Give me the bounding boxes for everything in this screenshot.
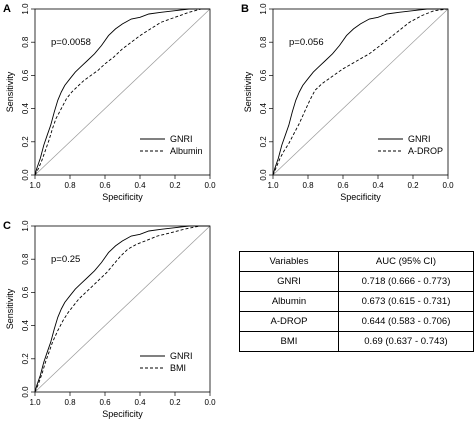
roc-curve-gnri: [272, 8, 448, 176]
x-axis-label: Specificity: [102, 192, 143, 202]
roc-curve-gnri: [34, 225, 210, 393]
x-tick-label: 0.2: [407, 181, 419, 190]
table-cell-auc: 0.718 (0.666 - 0.773): [338, 271, 474, 292]
y-tick-label: 0.2: [21, 136, 30, 148]
legend-label: GNRI: [170, 351, 193, 361]
y-tick-label: 0.8: [259, 36, 268, 48]
x-tick-label: 0.0: [204, 181, 216, 190]
p-value-annotation: p=0.056: [289, 37, 324, 48]
x-tick-label: 0.6: [337, 181, 349, 190]
legend-label: A-DROP: [408, 146, 443, 156]
table-cell-variable: BMI: [239, 331, 339, 352]
roc-curve-bmi: [34, 225, 210, 393]
plot-frame: [34, 225, 211, 393]
panel-label: A: [3, 3, 11, 15]
y-tick-label: 0.6: [21, 69, 30, 81]
reference-diagonal: [272, 8, 449, 176]
table-cell-auc: 0.673 (0.615 - 0.731): [338, 291, 474, 312]
table-row: Albumin 0.673 (0.615 - 0.731): [239, 291, 474, 312]
panel-label: C: [3, 220, 11, 232]
y-tick-label: 1.0: [259, 3, 268, 15]
y-axis-label: Sensitivity: [5, 71, 15, 112]
x-tick-label: 0.8: [302, 181, 314, 190]
x-tick-label: 0.4: [134, 181, 146, 190]
x-axis-label: Specificity: [340, 192, 381, 202]
x-tick-label: 0.2: [169, 181, 181, 190]
y-tick-label: 1.0: [21, 220, 30, 232]
p-value-annotation: p=0.25: [51, 254, 80, 265]
x-axis-label: Specificity: [102, 409, 143, 419]
plot-frame: [34, 8, 211, 176]
legend-label: GNRI: [170, 134, 193, 144]
y-tick-label: 0.2: [21, 353, 30, 365]
y-tick-label: 0.6: [259, 69, 268, 81]
y-tick-label: 0.8: [21, 36, 30, 48]
table-row: GNRI 0.718 (0.666 - 0.773): [239, 271, 474, 292]
legend-label: GNRI: [408, 134, 431, 144]
y-tick-label: 0.6: [21, 286, 30, 298]
p-value-annotation: p=0.0058: [51, 37, 91, 48]
roc-curve-a-drop: [272, 8, 449, 176]
table-cell-variable: A-DROP: [239, 311, 339, 332]
plot-frame: [272, 8, 449, 176]
reference-diagonal: [34, 8, 211, 176]
x-tick-label: 0.6: [99, 181, 111, 190]
x-tick-label: 1.0: [29, 398, 41, 407]
y-tick-label: 0.4: [21, 319, 30, 331]
table-cell-variable: Albumin: [239, 291, 339, 312]
y-axis-label: Sensitivity: [5, 288, 15, 329]
y-tick-label: 0.0: [259, 169, 268, 181]
x-tick-label: 0.8: [64, 181, 76, 190]
panel-label: B: [241, 3, 249, 15]
x-tick-label: 0.2: [169, 398, 181, 407]
roc-curve-albumin: [34, 8, 210, 176]
x-tick-label: 0.4: [372, 181, 384, 190]
x-tick-label: 0.0: [442, 181, 454, 190]
x-tick-label: 0.6: [99, 398, 111, 407]
reference-diagonal: [34, 225, 211, 393]
y-tick-label: 0.0: [21, 386, 30, 398]
x-tick-label: 0.0: [204, 398, 216, 407]
table-cell-variable: GNRI: [239, 271, 339, 292]
y-axis-label: Sensitivity: [243, 71, 253, 112]
table-row: A-DROP 0.644 (0.583 - 0.706): [239, 311, 474, 332]
y-tick-label: 0.8: [21, 253, 30, 265]
table-cell-auc: 0.644 (0.583 - 0.706): [338, 311, 474, 332]
roc-curve-gnri: [34, 8, 210, 176]
y-tick-label: 0.2: [259, 136, 268, 148]
table-row: BMI 0.69 (0.637 - 0.743): [239, 331, 474, 352]
table-cell-auc: 0.69 (0.637 - 0.743): [338, 331, 474, 352]
table-header-auc: AUC (95% CI): [338, 251, 474, 272]
legend-label: Albumin: [170, 146, 203, 156]
y-tick-label: 1.0: [21, 3, 30, 15]
y-tick-label: 0.0: [21, 169, 30, 181]
y-tick-label: 0.4: [21, 102, 30, 114]
y-tick-label: 0.4: [259, 102, 268, 114]
auc-table: Variables AUC (95% CI) GNRI 0.718 (0.666…: [239, 251, 474, 352]
table-header-variables: Variables: [239, 251, 339, 272]
x-tick-label: 1.0: [29, 181, 41, 190]
x-tick-label: 1.0: [267, 181, 279, 190]
x-tick-label: 0.4: [134, 398, 146, 407]
table-header-row: Variables AUC (95% CI): [239, 251, 474, 272]
x-tick-label: 0.8: [64, 398, 76, 407]
legend-label: BMI: [170, 363, 186, 373]
